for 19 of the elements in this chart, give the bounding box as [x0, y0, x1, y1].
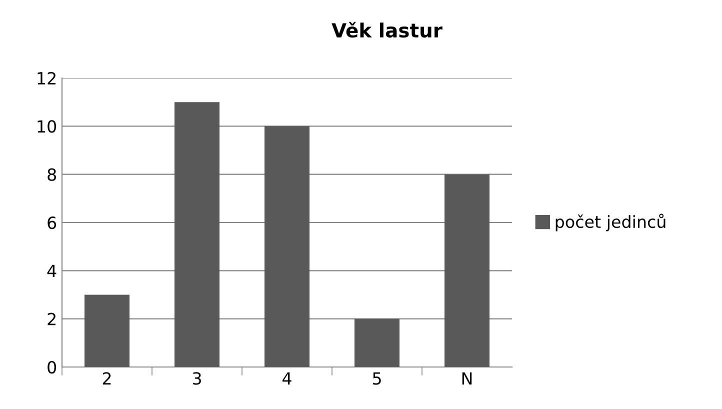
x-tick-label: N [462, 372, 472, 385]
bar [84, 294, 130, 367]
bar [174, 102, 220, 367]
legend-label: počet jedinců [556, 214, 666, 232]
x-tick-label: 4 [282, 372, 292, 385]
y-tick-label: 2 [48, 312, 56, 326]
y-tick-label: 4 [47, 264, 56, 277]
y-tick-label: 6 [48, 216, 56, 230]
x-tick-label: 2 [102, 372, 111, 385]
bar [354, 318, 400, 367]
chart-title: Věk lastur [332, 22, 442, 38]
y-tick-label: 10 [38, 120, 56, 133]
x-tick-label: 3 [192, 372, 201, 385]
y-tick-label: 8 [48, 168, 56, 181]
x-tick-label: 5 [372, 372, 381, 385]
bar [444, 174, 490, 367]
y-tick-label: 0 [48, 360, 56, 374]
bar [264, 126, 310, 367]
y-tick-label: 12 [38, 72, 56, 84]
